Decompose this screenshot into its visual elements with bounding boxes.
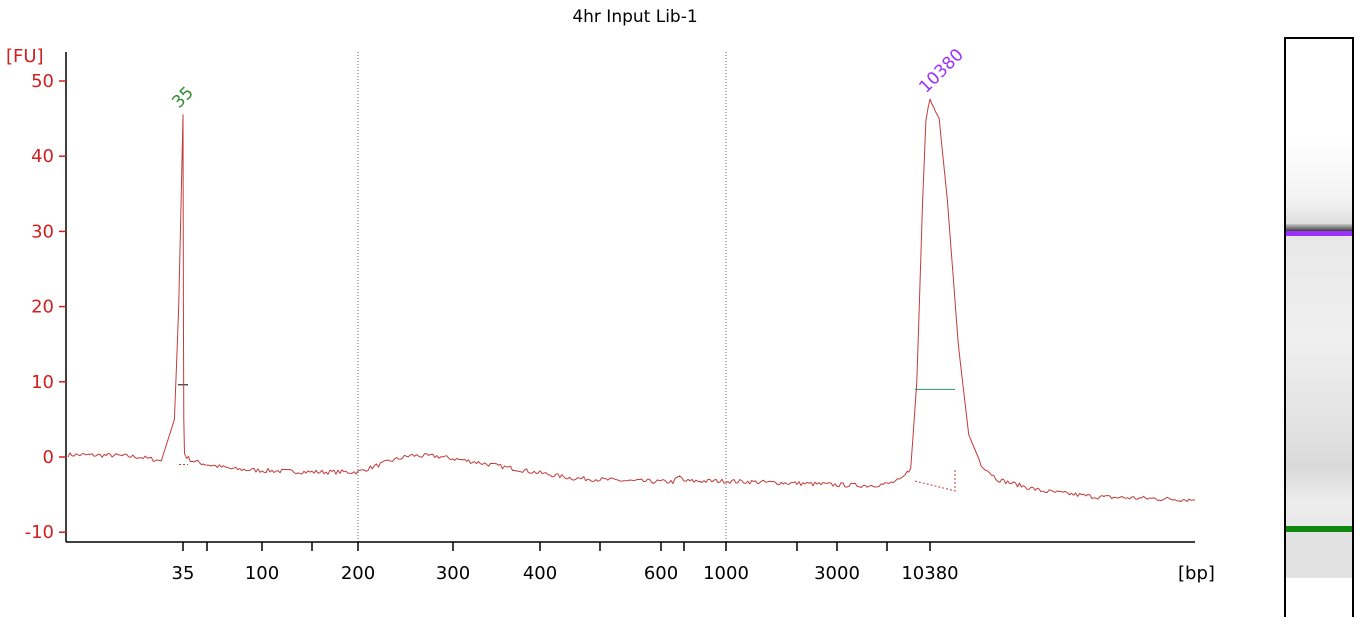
- x-tick-label: 1000: [703, 563, 749, 584]
- peak-label: 35: [168, 83, 197, 112]
- gel-shadow-band: [1286, 224, 1352, 231]
- x-tick-label: 400: [523, 563, 557, 584]
- x-tick-label: 10380: [901, 563, 958, 584]
- x-tick-label: 100: [245, 563, 279, 584]
- electropherogram-chart: 4hr Input Lib-1 [FU] [bp] -10 0 10 20 30 40 50…: [6, 7, 1215, 584]
- x-axis-unit-label: [bp]: [1178, 563, 1215, 584]
- x-tick-label: 600: [644, 563, 678, 584]
- x-tick-label: 200: [341, 563, 375, 584]
- y-tick-label: -10: [25, 522, 54, 543]
- gel-body: [1286, 236, 1352, 576]
- gel-lower-marker-band: [1286, 526, 1352, 532]
- peak-annotations: [178, 384, 956, 492]
- y-axis-label: [FU]: [6, 46, 44, 67]
- peak-label: 10380: [915, 45, 967, 97]
- y-tick-label: 10: [31, 372, 54, 393]
- x-tick-label: 3000: [814, 563, 860, 584]
- x-tick-label: 35: [172, 563, 195, 584]
- gel-smear-upper: [1286, 139, 1352, 229]
- gridlines: [357, 52, 727, 542]
- x-axis: 35 100 200 300 400 600 1000 3000 10380: [66, 541, 1195, 584]
- x-tick-label: 300: [436, 563, 470, 584]
- y-tick-label: 30: [31, 221, 54, 242]
- series-trace-line: [67, 98, 1196, 502]
- y-tick-label: 20: [31, 297, 54, 318]
- y-axis: -10 0 10 20 30 40 50: [25, 52, 67, 543]
- peak-baseline: [914, 468, 956, 492]
- peak-labels: 35 10380: [168, 45, 967, 112]
- gel-bottom: [1286, 532, 1352, 578]
- gel-upper-marker-band: [1286, 231, 1352, 236]
- trace-series: [67, 98, 1196, 502]
- virtual-gel-lane: [1284, 37, 1354, 617]
- y-tick-label: 50: [31, 71, 54, 92]
- y-tick-label: 40: [31, 146, 54, 167]
- chart-title: 4hr Input Lib-1: [572, 7, 697, 27]
- y-tick-label: 0: [43, 447, 54, 468]
